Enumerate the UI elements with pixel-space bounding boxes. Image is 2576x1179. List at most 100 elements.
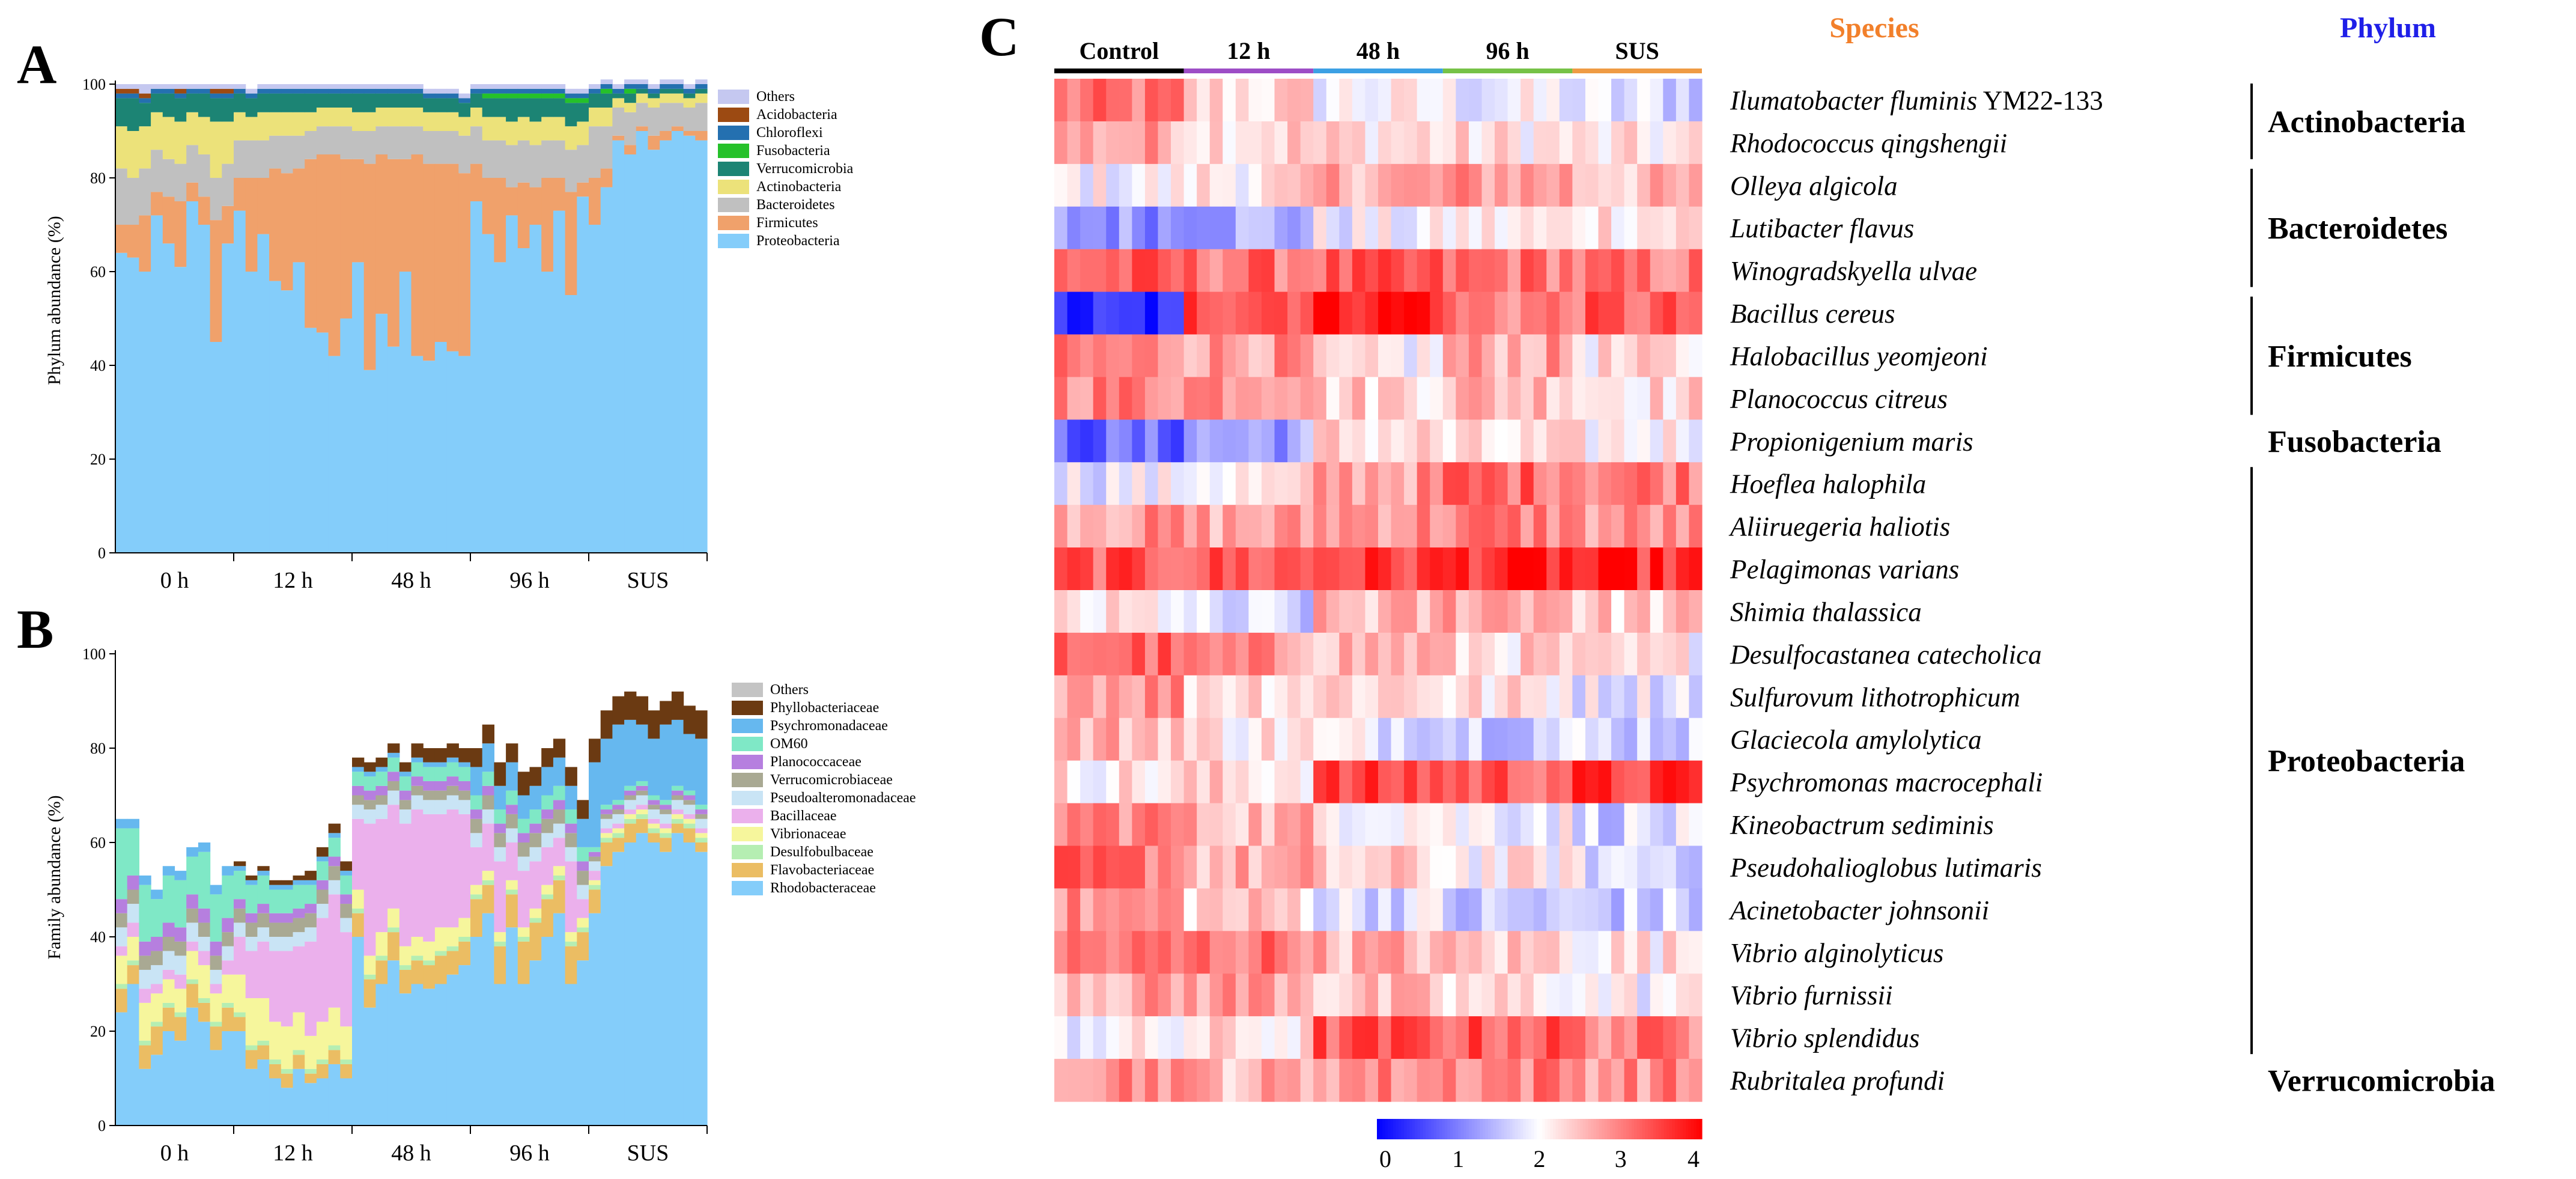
heat-cell-r15-c19 xyxy=(1287,675,1301,719)
heat-cell-r6-c9 xyxy=(1158,291,1171,335)
colorbar-step-33 xyxy=(1463,1119,1467,1139)
bar-psychromonadaceae-33 xyxy=(494,785,506,810)
heat-cell-r7-c6 xyxy=(1119,334,1132,378)
species-label-ilumatobacter-fluminis: Ilumatobacter fluminis YM22-133 xyxy=(1730,85,2103,115)
bar-planococcaceae-48 xyxy=(671,790,684,796)
heat-cell-r1-c25 xyxy=(1365,79,1379,122)
heat-cell-r3-c17 xyxy=(1261,163,1275,207)
heat-cell-r14-c26 xyxy=(1378,632,1392,676)
heat-cell-r2-c2 xyxy=(1067,121,1081,165)
heat-cell-r9-c9 xyxy=(1158,419,1171,463)
heat-cell-r8-c43 xyxy=(1598,377,1612,420)
heat-cell-r24-c37 xyxy=(1520,1059,1534,1102)
bar-verrucomicrobiaceae-6 xyxy=(174,941,187,956)
heat-cell-r22-c49 xyxy=(1675,973,1690,1017)
heat-cell-r6-c7 xyxy=(1132,291,1146,335)
heat-cell-r6-c19 xyxy=(1287,291,1301,335)
bar-pseudoalteromonadaceae-31 xyxy=(470,833,483,847)
bar-bacteroidetes-8 xyxy=(198,154,211,197)
heat-cell-r16-c29 xyxy=(1417,717,1430,761)
bar-proteobacteria-29 xyxy=(446,351,459,553)
bar-verrucomicrobiaceae-2 xyxy=(127,889,139,904)
bar-vibrionaceae-1 xyxy=(115,955,128,984)
heat-cell-r6-c36 xyxy=(1507,291,1521,335)
heat-cell-r21-c36 xyxy=(1507,931,1521,974)
bar-flavobacteriaceae-32 xyxy=(482,885,494,913)
colorbar-step-88 xyxy=(1612,1119,1616,1139)
bar-actinobacteria-18 xyxy=(316,108,329,127)
colorbar-step-24 xyxy=(1439,1119,1442,1139)
bar-om60-37 xyxy=(541,795,554,810)
bar-verrucomicrobiaceae-31 xyxy=(470,818,483,833)
heat-cell-r2-c8 xyxy=(1144,121,1159,165)
heat-cell-r18-c20 xyxy=(1300,803,1314,847)
heat-cell-r20-c7 xyxy=(1132,888,1146,931)
bar-actinobacteria-14 xyxy=(269,112,282,136)
bar-verrucomicrobiaceae-30 xyxy=(458,790,471,800)
bar-phyllobacteriaceae-24 xyxy=(387,743,400,753)
species-label-pelagimonas-varians: Pelagimonas varians xyxy=(1730,555,1959,585)
bar-actinobacteria-48 xyxy=(671,93,684,103)
heat-cell-r11-c15 xyxy=(1235,505,1249,548)
heat-cell-r24-c3 xyxy=(1080,1059,1094,1102)
colorbar-step-74 xyxy=(1575,1119,1578,1139)
heat-cell-r18-c39 xyxy=(1546,803,1560,847)
heat-cell-r1-c13 xyxy=(1209,79,1223,122)
heat-cell-r7-c25 xyxy=(1365,334,1379,378)
bar-fusobacteria-32 xyxy=(482,93,494,99)
bar-desulfobulbaceae-45 xyxy=(636,814,649,819)
heat-cell-r2-c32 xyxy=(1456,121,1469,165)
bar-chloroflexi-31 xyxy=(470,88,483,94)
bar-firmicutes-7 xyxy=(186,182,199,201)
heat-cell-r15-c31 xyxy=(1442,675,1456,719)
heat-cell-r3-c29 xyxy=(1417,163,1430,207)
heat-cell-r8-c45 xyxy=(1624,377,1638,420)
bar-chloroflexi-41 xyxy=(589,88,601,94)
bar-rhodobacteraceae-45 xyxy=(636,833,649,1126)
bar-pseudoalteromonadaceae-13 xyxy=(257,927,270,942)
bar-others-7 xyxy=(186,84,199,89)
heat-cell-r4-c21 xyxy=(1313,206,1327,250)
bar-flavobacteriaceae-12 xyxy=(245,1050,258,1069)
bar-proteobacteria-21 xyxy=(352,262,365,553)
heat-cell-r13-c38 xyxy=(1533,590,1547,633)
bar-vibrionaceae-10 xyxy=(222,974,234,1003)
bar-flavobacteriaceae-24 xyxy=(387,932,400,961)
heat-cell-r7-c11 xyxy=(1183,334,1197,378)
heat-cell-r9-c36 xyxy=(1507,419,1521,463)
bar-planococcaceae-41 xyxy=(589,851,601,857)
heat-cell-r24-c34 xyxy=(1481,1059,1495,1102)
heat-cell-r13-c27 xyxy=(1391,590,1405,633)
legend-swatch-planococcaceae xyxy=(732,755,763,769)
bar-firmicutes-5 xyxy=(162,196,175,244)
heat-cell-r18-c46 xyxy=(1637,803,1651,847)
bar-bacillaceae-21 xyxy=(352,818,365,890)
bar-bacillaceae-26 xyxy=(411,809,424,937)
heat-cell-r4-c25 xyxy=(1365,206,1379,250)
heat-cell-r12-c2 xyxy=(1067,547,1081,591)
heat-cell-r23-c1 xyxy=(1054,1016,1068,1059)
heat-cell-r5-c40 xyxy=(1559,249,1573,293)
heat-cell-r9-c37 xyxy=(1520,419,1534,463)
legend-swatch-desulfobulbaceae xyxy=(732,845,763,859)
heat-cell-r21-c21 xyxy=(1313,931,1327,974)
heat-cell-r21-c19 xyxy=(1287,931,1301,974)
heat-cell-r17-c18 xyxy=(1274,760,1288,804)
heat-cell-r15-c30 xyxy=(1430,675,1444,719)
heat-cell-r19-c41 xyxy=(1572,845,1586,889)
heat-cell-r8-c7 xyxy=(1132,377,1146,420)
bar-verrucomicrobia-3 xyxy=(139,103,151,127)
heat-cell-r3-c47 xyxy=(1650,163,1663,207)
bar-chloroflexi-28 xyxy=(434,93,448,99)
bar-phyllobacteriaceae-37 xyxy=(541,748,554,767)
heat-cell-r20-c39 xyxy=(1546,888,1560,931)
heat-cell-r20-c45 xyxy=(1624,888,1638,931)
bar-verrucomicrobia-39 xyxy=(565,103,577,127)
heat-cell-r14-c29 xyxy=(1417,632,1430,676)
heat-cell-r15-c46 xyxy=(1637,675,1651,719)
heat-cell-r11-c9 xyxy=(1158,505,1171,548)
bar-rhodobacteraceae-20 xyxy=(340,1078,353,1126)
heat-cell-r19-c12 xyxy=(1197,845,1211,889)
heat-cell-r6-c26 xyxy=(1378,291,1392,335)
